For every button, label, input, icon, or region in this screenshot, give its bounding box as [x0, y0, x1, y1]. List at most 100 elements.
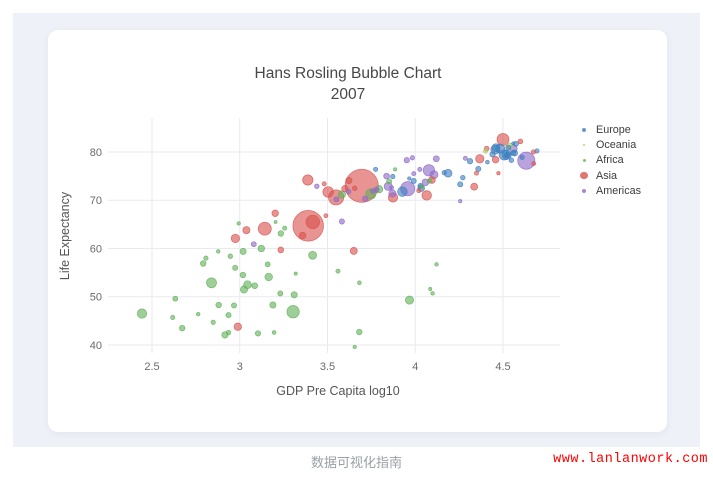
bubble-turkey[interactable]	[397, 186, 408, 197]
bubble-korea-dem-rep-[interactable]	[271, 209, 279, 217]
bubble-uruguay[interactable]	[417, 166, 423, 172]
bubble-yemen-rep-[interactable]	[298, 231, 307, 240]
bubble-ireland[interactable]	[519, 154, 525, 160]
bubble-chile[interactable]	[432, 155, 440, 163]
bubble-slovenia[interactable]	[485, 159, 490, 165]
bubble-afghanistan[interactable]	[233, 322, 242, 331]
bubble-jordan[interactable]	[352, 185, 358, 191]
bubble-costa-rica[interactable]	[409, 155, 415, 161]
bubble-namibia[interactable]	[357, 280, 362, 286]
bubble-gabon[interactable]	[434, 262, 439, 267]
bubble-haiti[interactable]	[250, 241, 257, 248]
bubble-cambodia[interactable]	[277, 246, 285, 254]
legend-item-oceania[interactable]: Oceania	[576, 137, 666, 152]
bubble-ethiopia[interactable]	[206, 277, 217, 289]
bubble-kenya[interactable]	[264, 272, 273, 282]
bubble-singapore[interactable]	[530, 149, 536, 155]
bubble-eritrea[interactable]	[203, 255, 209, 261]
bubble-hong-kong-china[interactable]	[517, 138, 524, 145]
legend-item-asia[interactable]: Asia	[576, 168, 666, 183]
bubble-sudan[interactable]	[308, 250, 317, 260]
bubble-bosnia-and-herzegovina[interactable]	[390, 174, 396, 180]
bubble-korea-rep-[interactable]	[475, 154, 485, 164]
bubble-reunion[interactable]	[393, 167, 398, 172]
bubble-slovak-republic[interactable]	[460, 174, 466, 181]
footer-site-link[interactable]: www.lanlanwork.com	[553, 452, 708, 467]
bubble-lesotho[interactable]	[271, 330, 277, 335]
bubble-philippines[interactable]	[322, 186, 334, 198]
bubble-bahrain[interactable]	[496, 171, 501, 176]
bubble-guinea[interactable]	[232, 264, 239, 271]
bubble-equatorial-guinea[interactable]	[428, 287, 433, 291]
bubble-south-africa[interactable]	[405, 295, 414, 305]
bubble-nigeria[interactable]	[286, 305, 300, 319]
bubble-congo-rep-[interactable]	[335, 268, 341, 274]
bubble-bangladesh[interactable]	[257, 221, 272, 236]
bubble-benin[interactable]	[264, 261, 271, 268]
bubble-cuba[interactable]	[403, 157, 410, 164]
bubble-burundi[interactable]	[172, 295, 179, 302]
bubble-el-salvador[interactable]	[370, 188, 376, 194]
bubble-liberia[interactable]	[170, 315, 176, 320]
bubble-somalia[interactable]	[231, 302, 237, 309]
bubble-togo[interactable]	[227, 253, 233, 259]
bubble-ghana[interactable]	[257, 244, 265, 253]
bubble-zimbabwe[interactable]	[179, 324, 186, 332]
bubble-gambia[interactable]	[216, 249, 221, 254]
bubble-ecuador[interactable]	[383, 172, 390, 180]
bubble-new-zealand[interactable]	[483, 148, 489, 154]
bubble-albania[interactable]	[373, 166, 379, 172]
bubble-chad[interactable]	[277, 290, 284, 297]
bubble-guatemala[interactable]	[362, 195, 369, 202]
bubble-sao-tome-and-principe[interactable]	[273, 220, 278, 224]
bubble-vietnam[interactable]	[302, 174, 314, 186]
bubble-rwanda[interactable]	[225, 312, 232, 319]
legend-item-europe[interactable]: Europe	[576, 122, 666, 137]
bubble-czech-republic[interactable]	[475, 165, 482, 172]
bubble-west-bank-and-gaza[interactable]	[321, 181, 327, 187]
bubble-trinidad-and-tobago[interactable]	[458, 199, 463, 204]
bubble-mali[interactable]	[239, 271, 247, 279]
legend-item-africa[interactable]: Africa	[576, 153, 666, 168]
bubble-spain[interactable]	[491, 143, 501, 153]
bubble-portugal[interactable]	[466, 158, 474, 165]
bubble-lebanon[interactable]	[416, 188, 422, 194]
bubble-jamaica[interactable]	[389, 185, 394, 191]
bubble-sierra-leone[interactable]	[225, 329, 232, 336]
bubble-syria[interactable]	[345, 177, 353, 184]
bubble-guinea-bissau[interactable]	[196, 311, 201, 317]
bubble-botswana[interactable]	[430, 291, 435, 296]
bubble-uganda[interactable]	[240, 285, 248, 294]
bubble-sweden[interactable]	[505, 144, 512, 151]
bubble-zambia[interactable]	[254, 330, 262, 337]
bubble-united-states[interactable]	[517, 151, 536, 170]
bubble-serbia[interactable]	[410, 177, 417, 184]
bubble-honduras[interactable]	[333, 196, 340, 203]
bubble-djibouti[interactable]	[293, 271, 298, 276]
bubble-puerto-rico[interactable]	[462, 155, 468, 161]
bubble-malawi[interactable]	[215, 301, 222, 309]
bubble-montenegro[interactable]	[407, 176, 412, 181]
bubble-swaziland[interactable]	[352, 344, 357, 349]
legend-item-americas[interactable]: Americas	[576, 184, 666, 199]
bubble-senegal[interactable]	[277, 230, 284, 237]
bubble-angola[interactable]	[356, 328, 363, 336]
bubble-pakistan[interactable]	[305, 214, 320, 230]
bubble-burkina-faso[interactable]	[251, 282, 258, 289]
bubble-mauritania[interactable]	[282, 225, 288, 231]
bubble-austria[interactable]	[510, 150, 517, 156]
bubble-morocco[interactable]	[337, 190, 346, 199]
bubble-saudi-arabia[interactable]	[470, 182, 479, 191]
bubble-myanmar[interactable]	[230, 233, 240, 243]
bubble-paraguay[interactable]	[345, 188, 352, 195]
bubble-nepal[interactable]	[242, 226, 251, 235]
bubble-congo-dem-rep-[interactable]	[136, 308, 148, 319]
bubble-madagascar[interactable]	[239, 247, 247, 255]
bubble-taiwan[interactable]	[491, 156, 500, 164]
bubble-central-african-republic[interactable]	[210, 319, 216, 325]
bubble-peru[interactable]	[388, 189, 397, 198]
bubble-comoros[interactable]	[236, 221, 241, 226]
bubble-denmark[interactable]	[508, 157, 515, 163]
bubble-mauritius[interactable]	[420, 184, 425, 189]
bubble-oman[interactable]	[474, 170, 479, 176]
